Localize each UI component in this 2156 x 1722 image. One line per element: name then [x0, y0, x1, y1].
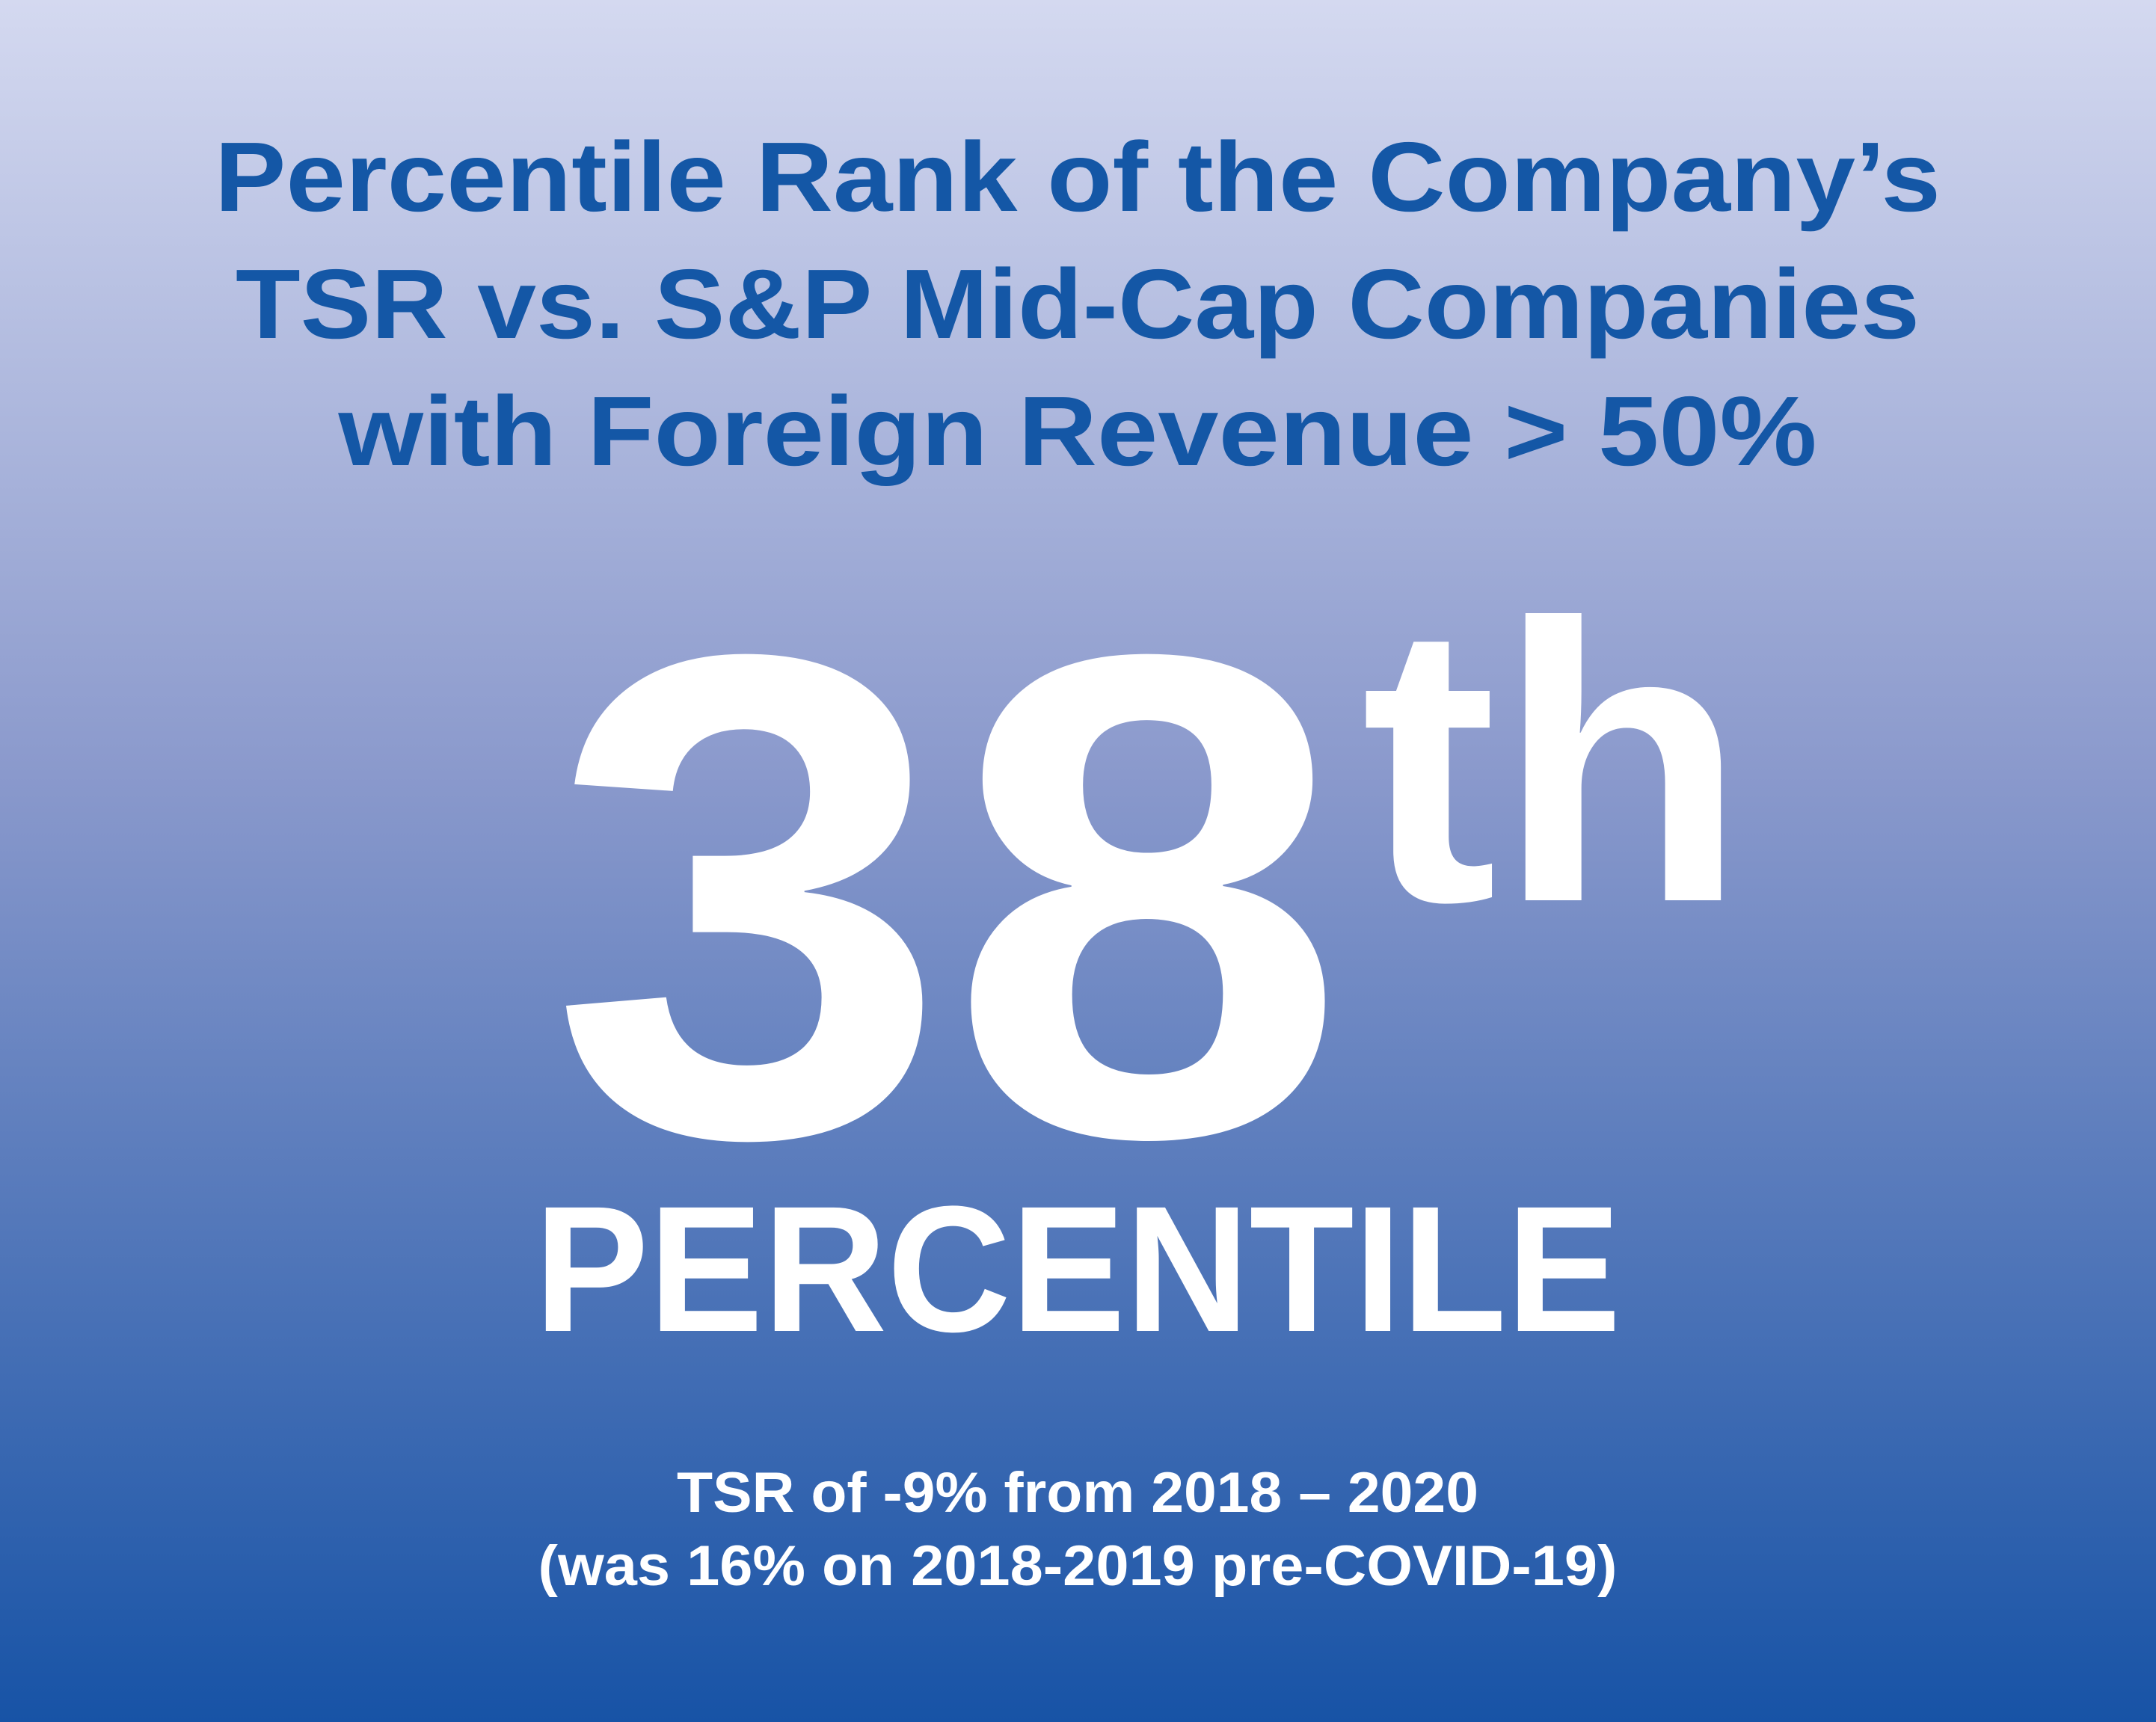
note-line: (was 16% on 2018-2019 pre-COVID-19): [538, 1534, 1618, 1598]
rank-label: PERCENTILE: [535, 1169, 1621, 1369]
title-line: with Foreign Revenue > 50%: [337, 376, 1816, 486]
note-line: TSR of -9% from 2018 – 2020: [677, 1461, 1478, 1525]
title-line: TSR vs. S&P Mid-Cap Companies: [236, 249, 1920, 359]
rank-number: 38: [550, 511, 1347, 1280]
title-line: Percentile Rank of the Company’s: [215, 122, 1941, 232]
rank-suffix: th: [1361, 542, 1746, 985]
